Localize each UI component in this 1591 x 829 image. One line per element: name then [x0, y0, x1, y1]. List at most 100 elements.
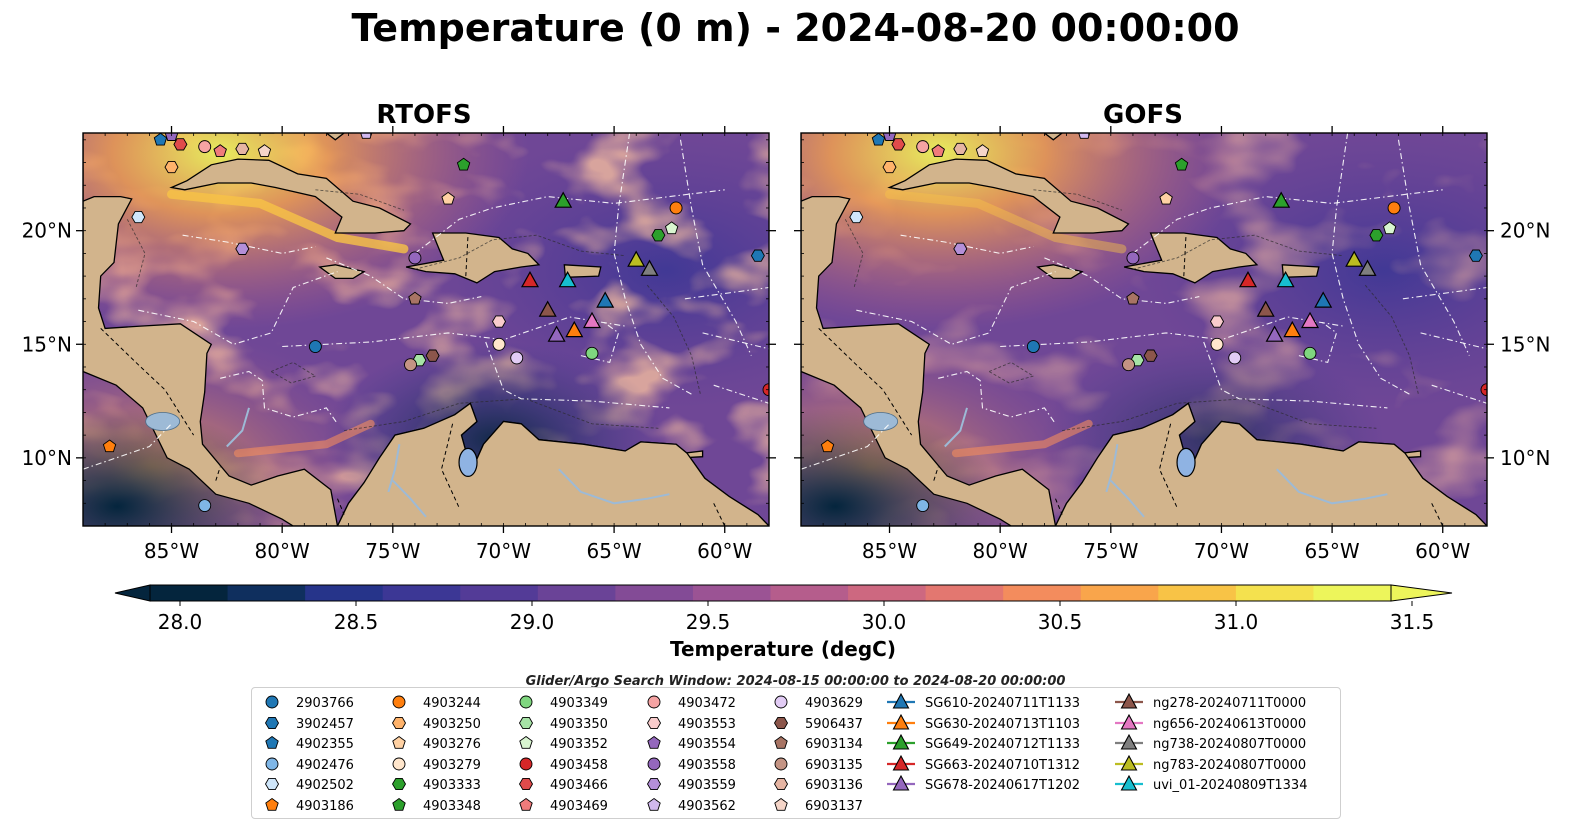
- legend-label-ng783-20240807T0000: ng783-20240807T0000: [1153, 758, 1306, 773]
- legend-label-SG649-20240712T1133: SG649-20240712T1133: [925, 737, 1080, 752]
- x-tick-label-gofs: 65°W: [1304, 539, 1359, 563]
- float-marker-4903472-gofs: [916, 140, 930, 154]
- map-panel-gofs: [801, 133, 1487, 526]
- float-marker-6903137-gofs: [975, 144, 990, 157]
- colorbar-segment: [848, 585, 927, 601]
- float-marker-4902355-rtofs: [153, 133, 168, 146]
- legend-label-6903134: 6903134: [805, 737, 863, 752]
- x-tick-label-gofs: 80°W: [973, 539, 1028, 563]
- x-tick-label-gofs: 60°W: [1415, 539, 1470, 563]
- legend-swatch-4903348: [392, 797, 406, 811]
- float-marker-4903553-gofs: [1209, 315, 1225, 328]
- float-marker-4903333-gofs: [1369, 229, 1384, 242]
- float-marker-4902476-rtofs: [198, 499, 212, 513]
- legend-swatch-4903250: [391, 716, 407, 730]
- glider-marker-SG610-20240711T1133-gofs: [1314, 291, 1333, 308]
- legend-label-6903135: 6903135: [805, 758, 863, 773]
- legend-swatch-4903472: [647, 695, 661, 709]
- float-marker-3902457-rtofs: [750, 249, 765, 262]
- legend-swatch-4903350: [518, 716, 534, 730]
- legend-label-ng656-20240613T0000: ng656-20240613T0000: [1153, 717, 1306, 732]
- glider-marker-ng278-20240711T0000-gofs: [1256, 300, 1275, 317]
- panel-frame-gofs: [800, 132, 1488, 527]
- float-marker-4903562-rtofs: [360, 133, 373, 139]
- x-tick-label-rtofs: 65°W: [586, 539, 641, 563]
- legend-swatch-4903458: [519, 757, 533, 771]
- land-jamaica: [1036, 264, 1084, 280]
- y-tick-label-left: 15°N: [22, 332, 72, 356]
- x-tick-label-rtofs: 80°W: [255, 539, 310, 563]
- float-marker-4903466-gofs: [891, 138, 906, 151]
- glider-marker-uvi_01-20240809T1334-gofs: [1276, 270, 1295, 288]
- legend: 2903766 3902457 4902355 4902476 4902502 49031…: [251, 687, 1341, 819]
- float-marker-4903348-rtofs: [456, 157, 471, 171]
- glider-marker-SG678-20240617T1202-gofs: [1265, 325, 1284, 342]
- float-marker-5906437-gofs: [1143, 349, 1158, 362]
- legend-label-4903333: 4903333: [423, 778, 481, 793]
- float-marker-6903136-rtofs: [235, 142, 250, 155]
- legend-label-6903136: 6903136: [805, 778, 863, 793]
- colorbar-tick-label: 29.5: [686, 610, 731, 634]
- legend-swatch-5906437: [773, 716, 789, 730]
- float-marker-4903279-gofs: [1210, 337, 1224, 351]
- land-jamaica: [318, 264, 366, 280]
- legend-label-4903250: 4903250: [423, 717, 481, 732]
- colorbar-tick-label: 30.0: [862, 610, 907, 634]
- legend-label-4903559: 4903559: [678, 778, 736, 793]
- legend-label-4903350: 4903350: [550, 717, 608, 732]
- x-tick-label-gofs: 75°W: [1083, 539, 1138, 563]
- legend-swatch-4902502: [264, 777, 280, 791]
- colorbar-tick-label: 31.0: [1214, 610, 1259, 634]
- legend-label-4903279: 4903279: [423, 758, 481, 773]
- colorbar-segment: [382, 585, 461, 601]
- legend-swatch-ng656-20240613T0000: [1120, 713, 1138, 730]
- land-centralAmerica: [801, 133, 1057, 526]
- float-marker-4903349-gofs: [1303, 346, 1317, 360]
- float-marker-4903333-rtofs: [651, 229, 666, 242]
- float-marker-4903186-rtofs: [102, 439, 117, 453]
- x-tick-label-rtofs: 70°W: [476, 539, 531, 563]
- legend-label-4903472: 4903472: [678, 696, 736, 711]
- glider-marker-SG630-20240713T1103-rtofs: [565, 320, 584, 338]
- float-marker-4903553-rtofs: [491, 315, 507, 328]
- float-marker-4903250-gofs: [882, 160, 897, 174]
- float-marker-6903135-rtofs: [404, 358, 417, 372]
- legend-swatch-SG610-20240711T1133: [892, 692, 910, 709]
- colorbar-tick-label: 28.0: [158, 610, 203, 634]
- glider-marker-SG630-20240713T1103-gofs: [1283, 320, 1302, 338]
- float-marker-6903135-gofs: [1122, 358, 1135, 372]
- map-panel-rtofs: [83, 133, 769, 526]
- legend-swatch-4903186: [265, 797, 279, 811]
- land-bahamas: [1043, 133, 1064, 141]
- legend-label-4903554: 4903554: [678, 737, 736, 752]
- legend-swatch-6903135: [774, 757, 788, 771]
- colorbar-segment: [460, 585, 539, 601]
- legend-label-4903349: 4903349: [550, 696, 608, 711]
- y-tick-label-right: 10°N: [1500, 446, 1550, 470]
- land-centralAmerica: [83, 133, 339, 526]
- legend-label-4903466: 4903466: [550, 778, 608, 793]
- legend-swatch-4903349: [519, 695, 533, 709]
- y-tick-label-right: 15°N: [1500, 332, 1550, 356]
- land-bahamas: [325, 133, 346, 141]
- float-marker-6903137-rtofs: [257, 144, 272, 157]
- legend-label-4903558: 4903558: [678, 758, 736, 773]
- legend-swatch-4903562: [647, 797, 661, 811]
- land-puertoRico: [1281, 264, 1320, 278]
- legend-label-4903244: 4903244: [423, 696, 481, 711]
- legend-swatch-ng278-20240711T0000: [1120, 692, 1138, 709]
- float-marker-4903472-rtofs: [198, 140, 212, 154]
- float-marker-6903134-gofs: [1126, 291, 1140, 305]
- legend-label-SG678-20240617T1202: SG678-20240617T1202: [925, 778, 1080, 793]
- legend-label-ng738-20240807T0000: ng738-20240807T0000: [1153, 737, 1306, 752]
- colorbar-segment: [1313, 585, 1392, 601]
- legend-swatch-ng738-20240807T0000: [1120, 733, 1138, 750]
- y-tick-label-left: 10°N: [22, 446, 72, 470]
- legend-label-SG663-20240710T1312: SG663-20240710T1312: [925, 758, 1080, 773]
- float-marker-2903766-gofs: [1026, 340, 1040, 353]
- float-marker-4903276-rtofs: [441, 191, 455, 205]
- x-tick-label-gofs: 70°W: [1194, 539, 1249, 563]
- float-marker-4903469-gofs: [931, 144, 945, 157]
- float-marker-4903352-gofs: [1382, 221, 1397, 235]
- legend-swatch-4903352: [519, 735, 533, 749]
